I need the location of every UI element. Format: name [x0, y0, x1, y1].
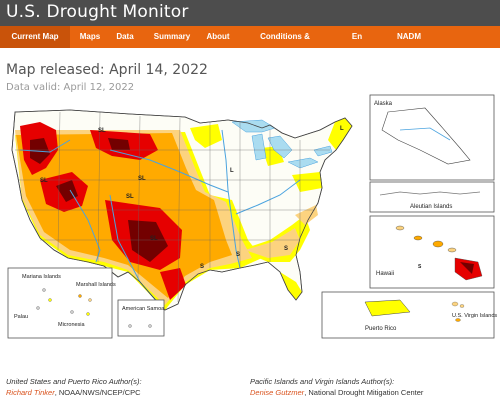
drought-d3-texas [160, 268, 186, 300]
marshall-label: Marshall Islands [76, 282, 116, 288]
puerto-rico-inset: Puerto Rico U.S. Virgin Islands [321, 291, 497, 339]
site-header: U.S. Drought Monitor [0, 0, 500, 26]
main-nav: Current Map Maps Data Summary About Cond… [0, 26, 500, 63]
map-released-heading: Map released: April 14, 2022 [6, 62, 208, 78]
drought-d0-northeast [190, 124, 222, 148]
samoa-label: American Samoa [122, 306, 165, 312]
svg-text:S: S [236, 252, 240, 258]
conus-border [11, 109, 353, 311]
svg-text:SL: SL [126, 194, 134, 200]
credits-left-title: United States and Puerto Rico Author(s): [6, 377, 142, 386]
drought-d1-southeast [245, 228, 300, 258]
drought-d4-montana [108, 138, 130, 150]
nav-en-espanol[interactable]: En Español [341, 32, 373, 63]
nav-current-map[interactable]: Current Map [0, 26, 70, 48]
author-link-gutzmer[interactable]: Denise Gutzmer [250, 388, 305, 397]
alaska-label: Alaska [374, 101, 393, 107]
micronesia-label: Micronesia [58, 322, 86, 328]
nav-data[interactable]: Data [116, 32, 134, 41]
svg-text:L: L [230, 168, 234, 174]
columbia-river [19, 139, 71, 153]
virgin-islands-label: U.S. Virgin Islands [452, 313, 497, 319]
author-link-tinker[interactable]: Richard Tinker [6, 388, 55, 397]
drought-d0-fl [280, 272, 302, 300]
hawaii-inset: Hawaii S [369, 215, 495, 289]
svg-text:SL: SL [40, 178, 48, 184]
drought-d4-southern-plains [128, 220, 168, 262]
credits-left-org: , NOAA/NWS/NCEP/CPC [54, 388, 141, 397]
pacific-islands-inset: Mariana Islands Marshall Islands Palau M… [7, 267, 116, 339]
svg-text:SL: SL [150, 236, 158, 242]
svg-text:S: S [284, 246, 288, 252]
nav-maps[interactable]: Maps [79, 32, 101, 41]
palau-label: Palau [14, 314, 28, 320]
nav-summary[interactable]: Summary [153, 32, 191, 41]
great-lakes [231, 119, 333, 169]
aleutian-label: Aleutian Islands [410, 204, 452, 210]
nav-about[interactable]: About [206, 32, 230, 41]
svg-text:S: S [418, 264, 422, 270]
svg-text:L: L [340, 126, 344, 132]
mariana-label: Mariana Islands [22, 274, 61, 280]
credits-right: Pacific Islands and Virgin Islands Autho… [250, 376, 423, 398]
samoa-inset: American Samoa [117, 299, 165, 337]
mississippi-river [221, 129, 241, 269]
alaska-inset: Alaska [369, 94, 495, 181]
drought-d0-oh [292, 172, 322, 192]
drought-d4-nevada [56, 180, 78, 202]
data-valid-subheading: Data valid: April 12, 2022 [6, 82, 135, 93]
missouri-river [109, 149, 229, 193]
aleutian-inset: Aleutian Islands [369, 181, 495, 213]
state-lines [15, 111, 330, 303]
nav-nadm[interactable]: NADM [397, 32, 421, 41]
nav-conditions-outlooks[interactable]: Conditions & Outlooks [260, 32, 310, 63]
svg-text:SL: SL [138, 176, 146, 182]
site-title[interactable]: U.S. Drought Monitor [6, 2, 189, 22]
puerto-rico-label: Puerto Rico [365, 326, 397, 332]
drought-map[interactable]: SL SL SL SL SL L L S S S Alaska Aleutian… [0, 94, 500, 344]
svg-text:SL: SL [98, 128, 106, 134]
drought-d0-ne [328, 118, 352, 150]
credits-left: United States and Puerto Rico Author(s):… [6, 376, 142, 398]
svg-text:S: S [200, 264, 204, 270]
map-labels: SL SL SL SL SL L L S S S [40, 126, 344, 270]
credits-right-org: , National Drought Mitigation Center [304, 388, 424, 397]
credits-right-title: Pacific Islands and Virgin Islands Autho… [250, 377, 395, 386]
hawaii-label: Hawaii [376, 271, 394, 277]
ohio-river [235, 179, 301, 215]
